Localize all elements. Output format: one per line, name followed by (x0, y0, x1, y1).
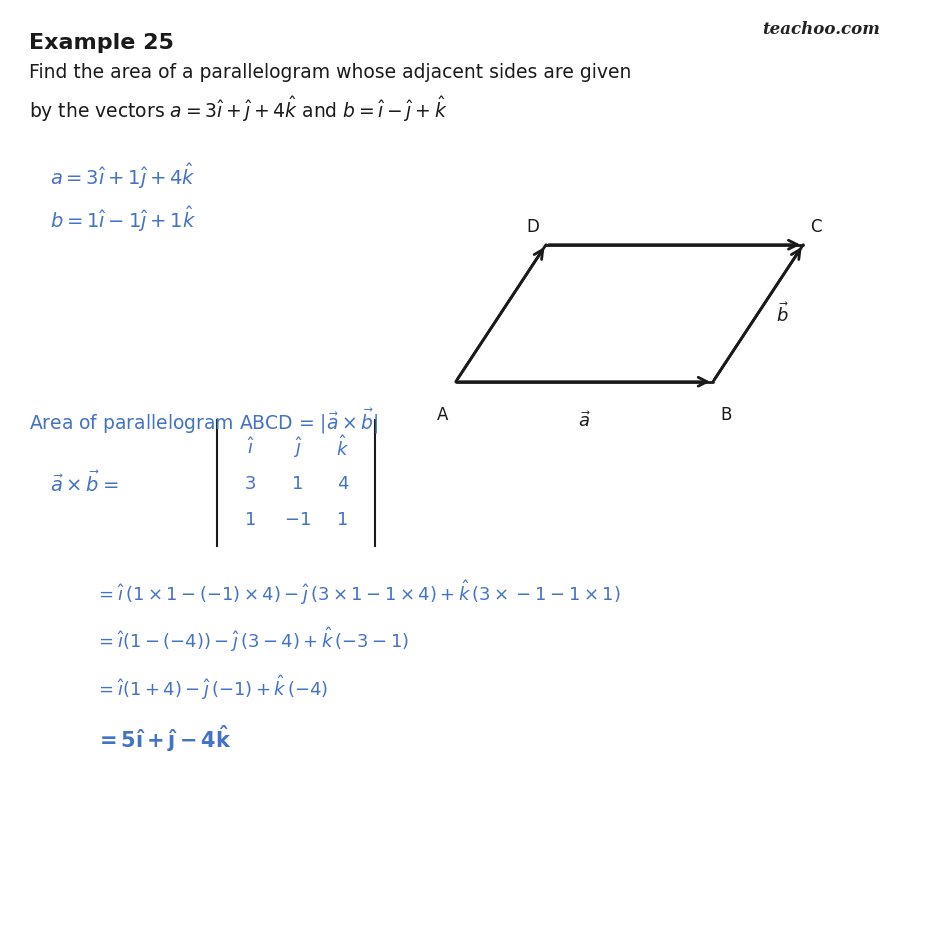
Text: $\vec{a}$: $\vec{a}$ (578, 411, 590, 430)
Text: Find the area of a parallelogram whose adjacent sides are given: Find the area of a parallelogram whose a… (29, 63, 631, 82)
Text: $-1$: $-1$ (284, 510, 311, 529)
Text: 1: 1 (337, 510, 348, 529)
Text: $b = 1\hat{\imath} - 1\hat{\jmath} + 1\hat{k}$: $b = 1\hat{\imath} - 1\hat{\jmath} + 1\h… (50, 204, 195, 234)
Text: Area of parallelogram ABCD = $|\vec{a} \times \vec{b}|$: Area of parallelogram ABCD = $|\vec{a} \… (29, 406, 378, 435)
Text: teachoo.com: teachoo.com (761, 21, 879, 38)
Text: $a = 3\hat{\imath} + 1\hat{\jmath} + 4\hat{k}$: $a = 3\hat{\imath} + 1\hat{\jmath} + 4\h… (50, 160, 195, 191)
Text: A: A (437, 406, 448, 424)
Text: by the vectors $a = 3\hat{\imath} + \hat{\jmath} + 4\hat{k}$ and $b = \hat{\imat: by the vectors $a = 3\hat{\imath} + \hat… (29, 94, 447, 125)
Text: Example 25: Example 25 (29, 33, 174, 53)
Text: $\hat{\imath}$: $\hat{\imath}$ (246, 437, 255, 458)
Text: D: D (526, 218, 538, 236)
Text: 1: 1 (292, 474, 303, 493)
Text: $= \hat{\imath}(1 - (-4)) - \hat{\jmath}\,(3 - 4) + \hat{k}\,(-3 -1)$: $= \hat{\imath}(1 - (-4)) - \hat{\jmath}… (94, 625, 409, 653)
Text: C: C (810, 218, 821, 236)
Text: $= \hat{\imath}\,(1 \times 1 - (-1) \times 4) - \hat{\jmath}\,(3 \times 1 - 1 \t: $= \hat{\imath}\,(1 \times 1 - (-1) \tim… (94, 578, 619, 606)
Text: $\vec{b}$: $\vec{b}$ (775, 302, 788, 326)
Text: $= \hat{\imath}(1 + 4) - \hat{\jmath}\,(-1) + \hat{k}\,(-4)$: $= \hat{\imath}(1 + 4) - \hat{\jmath}\,(… (94, 672, 328, 700)
Text: $\mathbf{= 5\hat{\imath} + \hat{\jmath} - 4\hat{k}}$: $\mathbf{= 5\hat{\imath} + \hat{\jmath} … (94, 722, 231, 752)
Text: $\hat{\jmath}$: $\hat{\jmath}$ (293, 435, 302, 460)
Text: 4: 4 (337, 474, 348, 493)
Text: $\hat{k}$: $\hat{k}$ (336, 435, 349, 460)
Text: 3: 3 (244, 474, 257, 493)
Text: B: B (719, 406, 731, 424)
Text: 1: 1 (244, 510, 257, 529)
Text: $\vec{a} \times \vec{b} =$: $\vec{a} \times \vec{b} =$ (50, 471, 118, 496)
